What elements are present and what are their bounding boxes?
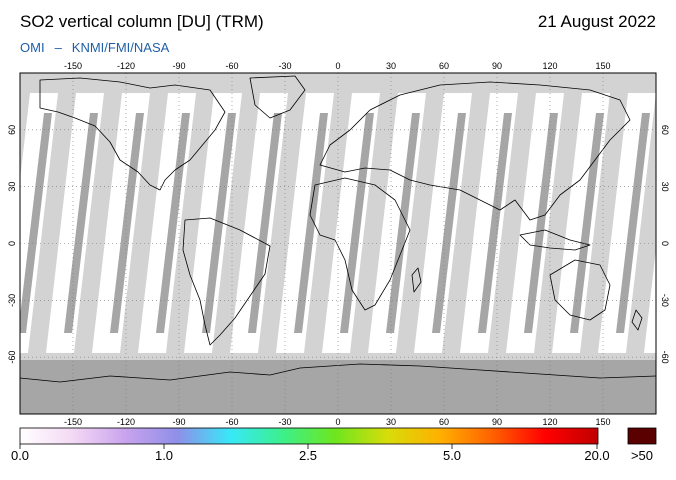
- continents: [39, 75, 643, 346]
- new-zealand-outline: [631, 309, 643, 331]
- swath-strip: [110, 113, 144, 333]
- lat-tick-label-left: 60: [7, 125, 17, 135]
- lon-tick-label-top: 120: [542, 61, 557, 71]
- swath-strip: [616, 113, 650, 333]
- north-america-outline: [39, 77, 226, 191]
- lon-tick-label-top: 30: [386, 61, 396, 71]
- swath-strip: [386, 113, 420, 333]
- lat-tick-label-right: 0: [660, 241, 670, 246]
- lon-tick-label-bottom: -90: [172, 417, 185, 427]
- colorbar-ticks: [19, 444, 598, 449]
- latitude-ticks-right: 60 30 0 -30 -60: [660, 125, 670, 364]
- lon-tick-label-bottom: -60: [225, 417, 238, 427]
- swath-band: [644, 249, 656, 353]
- lon-tick-label-top: -150: [64, 61, 82, 71]
- south-america-outline: [182, 217, 271, 346]
- swath-strip: [432, 113, 466, 333]
- colorbar-label: 5.0: [442, 448, 462, 463]
- lon-tick-label-top: -90: [172, 61, 185, 71]
- colorbar-label: >50: [630, 448, 654, 463]
- colorbar: [19, 427, 599, 445]
- madagascar-outline: [411, 267, 422, 293]
- lon-tick-label-bottom: 0: [335, 417, 340, 427]
- colorbar-label: 20.0: [584, 448, 610, 463]
- colorbar-label: 0.0: [10, 448, 30, 463]
- swath-strip: [524, 113, 558, 333]
- swath-strip: [156, 113, 190, 333]
- lon-tick-label-bottom: 60: [439, 417, 449, 427]
- swath-strip: [64, 113, 98, 333]
- longitude-ticks-top: -150 -120 -90 -60 -30 0 30 60 90 120 150: [64, 61, 611, 71]
- latitude-ticks-left: 60 30 0 -30 -60: [7, 125, 17, 364]
- lon-tick-label-top: -120: [117, 61, 135, 71]
- lon-tick-label-bottom: -150: [64, 417, 82, 427]
- antarctica-coast: [20, 363, 656, 383]
- africa-outline: [309, 177, 411, 311]
- longitude-ticks-bottom: -150 -120 -90 -60 -30 0 30 60 90 120 150: [64, 417, 611, 427]
- australia-outline: [549, 259, 611, 321]
- lat-tick-label-right: -30: [660, 294, 670, 307]
- lon-tick-label-bottom: -120: [117, 417, 135, 427]
- graticule: [20, 73, 656, 414]
- swath-strip: [570, 113, 604, 333]
- lat-tick-label-left: -60: [7, 351, 17, 364]
- so2-world-map: -150 -120 -90 -60 -30 0 30 60 90 120 150 -150 -120-…: [7, 61, 670, 449]
- lon-tick-label-top: 60: [439, 61, 449, 71]
- source-instrument: OMI: [20, 40, 45, 55]
- lon-tick-label-top: 0: [335, 61, 340, 71]
- source-separator: –: [54, 40, 62, 55]
- southeast-asia-outline: [519, 229, 591, 251]
- date-label: 21 August 2022: [537, 12, 656, 31]
- source-agencies: KNMI/FMI/NASA: [71, 40, 170, 55]
- swath-strip: [294, 113, 328, 333]
- satellite-swaths: [20, 93, 656, 353]
- lon-tick-label-top: -60: [225, 61, 238, 71]
- colorbar-label: 2.5: [298, 448, 318, 463]
- lon-tick-label-bottom: 30: [386, 417, 396, 427]
- lat-tick-label-left: -30: [7, 294, 17, 307]
- greenland-outline: [249, 75, 306, 119]
- lat-tick-label-left: 0: [7, 241, 17, 246]
- lon-tick-label-top: 150: [595, 61, 610, 71]
- swath-strip: [248, 113, 282, 333]
- colorbar-label: 1.0: [154, 448, 174, 463]
- lon-tick-label-top: 90: [492, 61, 502, 71]
- colorbar-overflow-swatch: [627, 427, 657, 445]
- lat-tick-label-right: 30: [660, 182, 670, 192]
- lat-tick-label-left: 30: [7, 182, 17, 192]
- lat-tick-label-right: -60: [660, 351, 670, 364]
- swath-strip: [202, 113, 236, 333]
- lon-tick-label-bottom: 120: [542, 417, 557, 427]
- map-frame: [19, 72, 657, 415]
- lat-tick-label-right: 60: [660, 125, 670, 135]
- chart-title: SO2 vertical column [DU] (TRM): [20, 12, 264, 31]
- data-source: OMI – KNMI/FMI/NASA: [20, 40, 169, 55]
- eurasia-outline: [319, 81, 631, 221]
- swath-strip: [478, 113, 512, 333]
- lon-tick-label-top: -30: [278, 61, 291, 71]
- swath-strip: [20, 113, 52, 333]
- lon-tick-label-bottom: 150: [595, 417, 610, 427]
- lon-tick-label-bottom: 90: [492, 417, 502, 427]
- lon-tick-label-bottom: -30: [278, 417, 291, 427]
